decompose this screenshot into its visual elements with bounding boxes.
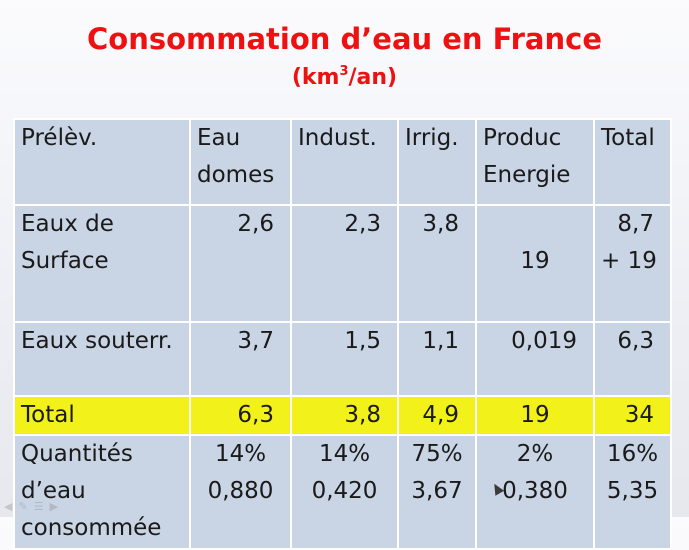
cell-surface-total: 8,7 + 19 — [593, 204, 672, 323]
cell-total-energie: 19 — [475, 395, 595, 436]
cell-souterr-irrig: 1,1 — [397, 321, 477, 397]
subtitle-exponent: 3 — [339, 64, 349, 79]
subtitle-suffix: /an) — [348, 65, 398, 90]
cell-surface-energie: 19 — [475, 204, 595, 323]
header-cell-energie: Produc Energie — [475, 118, 595, 206]
cell-total-indust: 3,8 — [290, 395, 399, 436]
prev-slide-icon[interactable]: ◀ — [4, 500, 13, 513]
table-row-souterr: Eaux souterr. 3,7 1,5 1,1 0,019 6,3 — [13, 321, 672, 397]
cell-surface-irrig: 3,8 — [397, 204, 477, 323]
pen-icon[interactable]: ✎ — [18, 500, 28, 513]
header-cell-indust: Indust. — [290, 118, 399, 206]
table-header-row: Prélèv. Eau domes Indust. Irrig. Produc … — [13, 118, 672, 206]
cell-total-irrig: 4,9 — [397, 395, 477, 436]
cell-consumed-total: 16% 5,35 — [593, 434, 672, 550]
header-cell-eau-domes: Eau domes — [189, 118, 292, 206]
cell-total-eau-domes: 6,3 — [189, 395, 292, 436]
row-label-surface: Eaux de Surface — [13, 204, 191, 323]
cell-consumed-irrig: 75% 3,67 — [397, 434, 477, 550]
slideshow-controls[interactable]: ◀ ✎ ☰ ▶ — [4, 500, 58, 513]
header-cell-prelev: Prélèv. — [13, 118, 191, 206]
table-row-consumed: Quantités d’eau consommée 14% 0,880 14% … — [13, 434, 672, 550]
cell-consumed-indust: 14% 0,420 — [290, 434, 399, 550]
cell-surface-indust: 2,3 — [290, 204, 399, 323]
menu-icon[interactable]: ☰ — [33, 500, 44, 513]
subtitle-prefix: (km — [291, 65, 340, 90]
row-label-souterr: Eaux souterr. — [13, 321, 191, 397]
cell-surface-eau-domes: 2,6 — [189, 204, 292, 323]
cell-souterr-eau-domes: 3,7 — [189, 321, 292, 397]
slide-title: Consommation d’eau en France — [86, 22, 602, 56]
cell-total-total: 34 — [593, 395, 672, 436]
water-consumption-table: Prélèv. Eau domes Indust. Irrig. Produc … — [13, 118, 672, 550]
row-label-consumed: Quantités d’eau consommée — [13, 434, 191, 550]
cell-consumed-eau-domes: 14% 0,880 — [189, 434, 292, 550]
cell-souterr-indust: 1,5 — [290, 321, 399, 397]
header-cell-total: Total — [593, 118, 672, 206]
cell-souterr-total: 6,3 — [593, 321, 672, 397]
row-label-total: Total — [13, 395, 191, 436]
next-slide-icon[interactable]: ▶ — [49, 500, 59, 513]
header-cell-irrig: Irrig. — [397, 118, 477, 206]
cell-souterr-energie: 0,019 — [475, 321, 595, 397]
table-row-surface: Eaux de Surface 2,6 2,3 3,8 19 8,7 + 19 — [13, 204, 672, 323]
table-row-total: Total 6,3 3,8 4,9 19 34 — [13, 395, 672, 436]
slide-subtitle: (km3/an) — [0, 63, 689, 93]
